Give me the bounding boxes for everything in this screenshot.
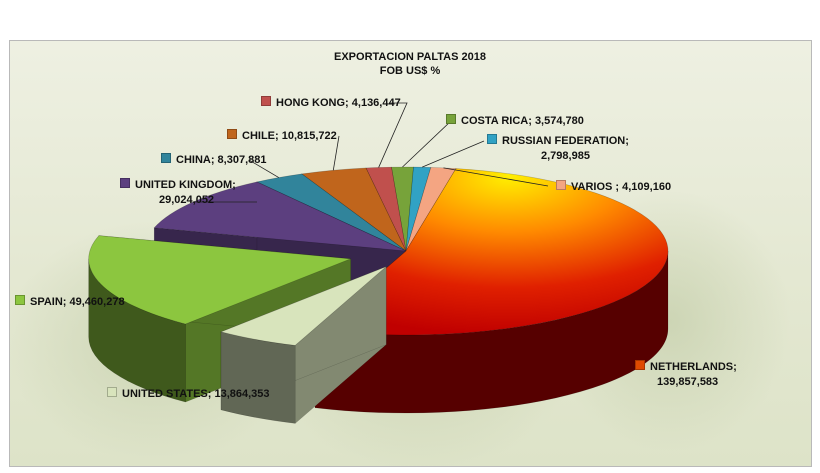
slice-rim-spain (88, 258, 186, 403)
swatch (227, 129, 237, 139)
data-label-varios: VARIOS ; 4,109,160 (556, 180, 671, 194)
label-text: CHINA; 8,307,881 (176, 154, 267, 166)
label-text: VARIOS ; 4,109,160 (571, 181, 672, 193)
data-label-united-kingdom: UNITED KINGDOM; (120, 178, 236, 192)
slice-united-states (220, 266, 387, 346)
leader-line-china (248, 159, 279, 178)
chart-title: EXPORTACION PALTAS 2018 (334, 51, 486, 63)
swatch (107, 387, 117, 397)
label-text: HONG KONG; 4,136,447 (276, 97, 401, 109)
leader-line-varios (443, 167, 549, 187)
label-text: RUSSIAN FEDERATION; (502, 135, 629, 147)
slice-spain (88, 235, 351, 325)
leader-line-chile (332, 135, 340, 171)
swatch (161, 153, 171, 163)
leader-line-hong-kong (378, 102, 408, 168)
swatch (487, 134, 497, 144)
label-text: UNITED STATES; 13,864,353 (122, 388, 270, 400)
slice-chile (301, 167, 407, 252)
swatch (15, 295, 25, 305)
data-label-costa-rica: COSTA RICA; 3,574,780 (446, 114, 584, 128)
chart-title-block: EXPORTACION PALTAS 2018 FOB US$ % (310, 50, 510, 78)
data-label-chile: CHILE; 10,815,722 (227, 129, 337, 143)
data-label-united-states: UNITED STATES; 13,864,353 (107, 387, 270, 401)
leader-line-russian-federation (422, 140, 485, 168)
chart-area: EXPORTACION PALTAS 2018 FOB US$ % HONG K… (9, 40, 812, 467)
chart-subtitle: FOB US$ % (379, 65, 441, 77)
swatch (556, 180, 566, 190)
label-text: SPAIN; 49,460,278 (30, 296, 125, 308)
data-label-netherlands: NETHERLANDS; (635, 360, 737, 374)
slice-rim-united-states (220, 331, 296, 424)
data-value-russian-federation: 2,798,985 (541, 150, 590, 162)
swatch (635, 360, 645, 370)
swatch (120, 178, 130, 188)
label-text: CHILE; 10,815,722 (242, 130, 337, 142)
slice-netherlands (314, 168, 669, 336)
label-text: NETHERLANDS; (650, 361, 737, 373)
label-text: UNITED KINGDOM; (135, 179, 236, 191)
data-label-russian-federation: RUSSIAN FEDERATION; (487, 134, 629, 148)
data-value-netherlands: 139,857,583 (657, 376, 719, 388)
pie-chart (10, 102, 790, 466)
label-text: COSTA RICA; 3,574,780 (461, 115, 584, 127)
swatch (446, 114, 456, 124)
swatch (261, 96, 271, 106)
slice-united-kingdom (153, 181, 407, 252)
data-label-spain: SPAIN; 49,460,278 (15, 295, 125, 309)
data-value-united-kingdom: 29,024,052 (159, 194, 215, 206)
leader-line-costa-rica (402, 120, 452, 168)
data-label-china: CHINA; 8,307,881 (161, 153, 267, 167)
data-label-hong-kong: HONG KONG; 4,136,447 (261, 96, 401, 110)
